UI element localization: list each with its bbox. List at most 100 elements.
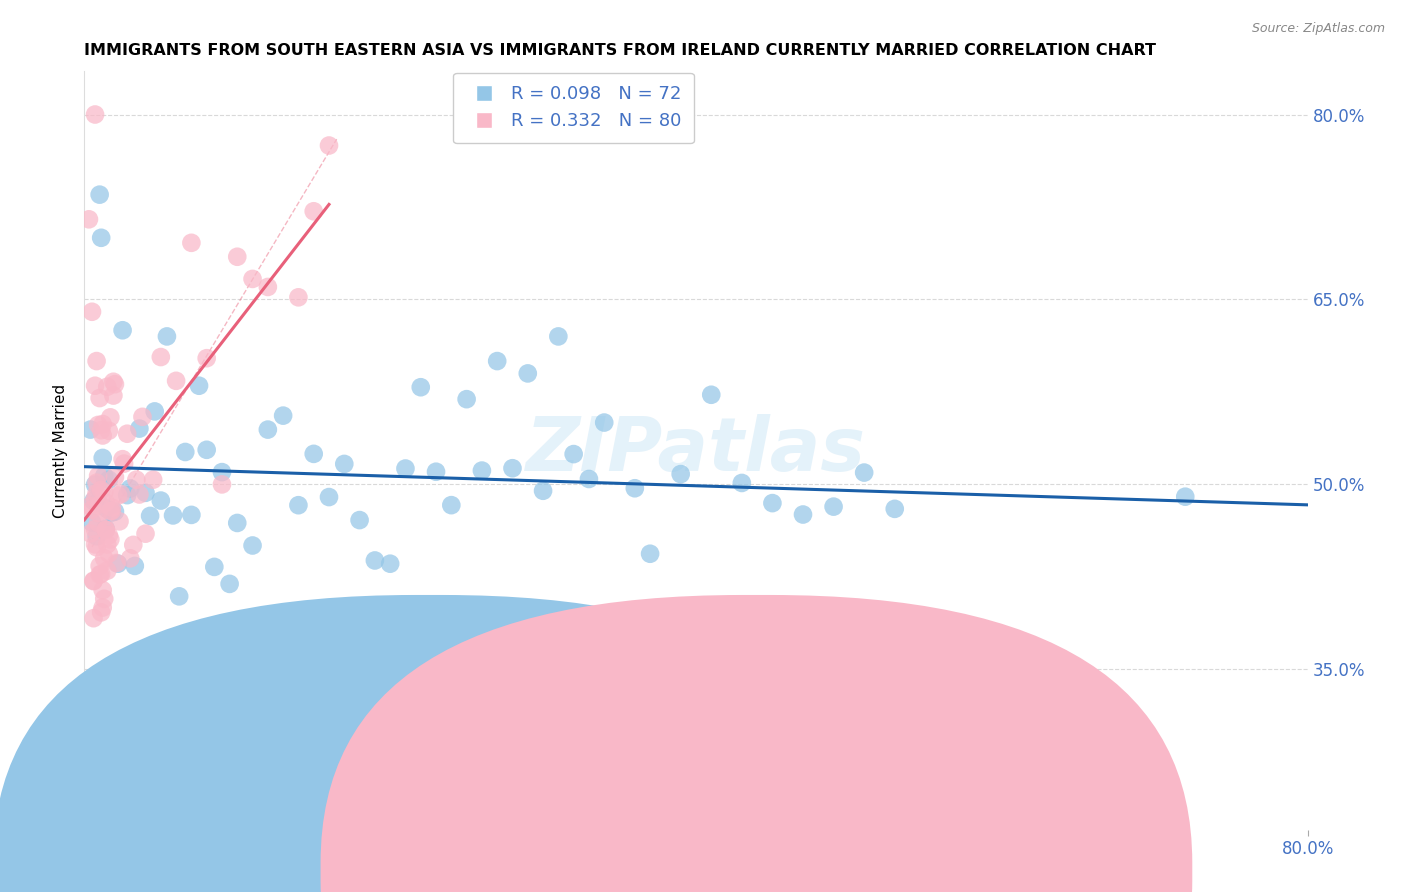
Point	[195, 442, 218, 457]
Point	[128, 421, 150, 435]
Point	[87, 417, 110, 432]
Point	[162, 508, 184, 523]
Point	[364, 553, 387, 567]
Point	[84, 537, 107, 551]
Point	[84, 491, 107, 506]
Point	[112, 457, 135, 471]
Point	[86, 354, 108, 368]
Point	[93, 591, 115, 606]
Point	[91, 600, 114, 615]
Point	[89, 391, 111, 405]
Point	[103, 375, 125, 389]
Point	[80, 516, 103, 530]
Point	[94, 522, 117, 536]
Point	[97, 528, 120, 542]
Point	[226, 250, 249, 264]
Point	[101, 504, 124, 518]
Point	[669, 467, 692, 482]
Point	[578, 472, 600, 486]
Point	[149, 350, 172, 364]
Point	[91, 417, 114, 431]
Point	[93, 485, 115, 500]
Point	[394, 461, 416, 475]
Point	[77, 212, 100, 227]
Point	[302, 447, 325, 461]
Point	[80, 502, 103, 516]
Text: Immigrants from Ireland: Immigrants from Ireland	[772, 863, 957, 879]
Point	[1174, 490, 1197, 504]
Point	[101, 500, 124, 515]
Point	[823, 500, 845, 514]
Point	[90, 567, 112, 582]
Point	[287, 498, 309, 512]
Point	[700, 388, 723, 402]
Point	[94, 523, 117, 537]
Point	[174, 445, 197, 459]
Point	[380, 557, 402, 571]
Point	[91, 583, 114, 598]
Point	[180, 508, 202, 522]
Text: ZIPatlas: ZIPatlas	[526, 414, 866, 487]
Point	[242, 539, 264, 553]
Point	[93, 551, 115, 566]
Point	[80, 305, 103, 319]
Point	[83, 574, 105, 589]
Point	[111, 452, 134, 467]
Point	[242, 272, 264, 286]
Point	[456, 392, 478, 406]
Point	[516, 367, 538, 381]
Point	[188, 378, 211, 392]
Point	[91, 428, 114, 442]
Point	[89, 567, 111, 582]
Point	[135, 526, 157, 541]
Point	[86, 541, 108, 555]
Point	[202, 560, 225, 574]
Point	[271, 409, 294, 423]
Point	[90, 231, 112, 245]
Point	[115, 488, 138, 502]
Point	[89, 187, 111, 202]
Point	[94, 495, 117, 509]
Point	[180, 235, 202, 250]
Point	[111, 323, 134, 337]
Point	[87, 495, 110, 509]
Point	[96, 502, 118, 516]
Point	[135, 485, 157, 500]
Point	[218, 577, 240, 591]
Point	[211, 465, 233, 479]
Point	[90, 606, 112, 620]
Point	[104, 470, 127, 484]
Point	[97, 424, 120, 438]
Point	[84, 378, 107, 392]
Point	[79, 423, 101, 437]
Point	[143, 404, 166, 418]
Point	[624, 481, 647, 495]
Point	[84, 522, 107, 536]
Point	[883, 501, 905, 516]
Point	[108, 514, 131, 528]
Point	[425, 465, 447, 479]
Point	[257, 423, 280, 437]
Point	[101, 506, 124, 520]
Point	[86, 529, 108, 543]
Text: IMMIGRANTS FROM SOUTH EASTERN ASIA VS IMMIGRANTS FROM IRELAND CURRENTLY MARRIED : IMMIGRANTS FROM SOUTH EASTERN ASIA VS IM…	[84, 43, 1156, 58]
Point	[86, 486, 108, 500]
Point	[93, 468, 115, 483]
Point	[96, 380, 118, 394]
Point	[83, 494, 105, 508]
Point	[562, 447, 585, 461]
Point	[110, 487, 132, 501]
Y-axis label: Currently Married: Currently Married	[53, 384, 69, 517]
Point	[115, 426, 138, 441]
Point	[149, 493, 172, 508]
Point	[96, 537, 118, 551]
Point	[471, 464, 494, 478]
Point	[531, 483, 554, 498]
Point	[103, 388, 125, 402]
Point	[120, 551, 142, 566]
Point	[165, 374, 187, 388]
Point	[97, 547, 120, 561]
Point	[139, 508, 162, 523]
Point	[131, 409, 153, 424]
Point	[98, 410, 121, 425]
